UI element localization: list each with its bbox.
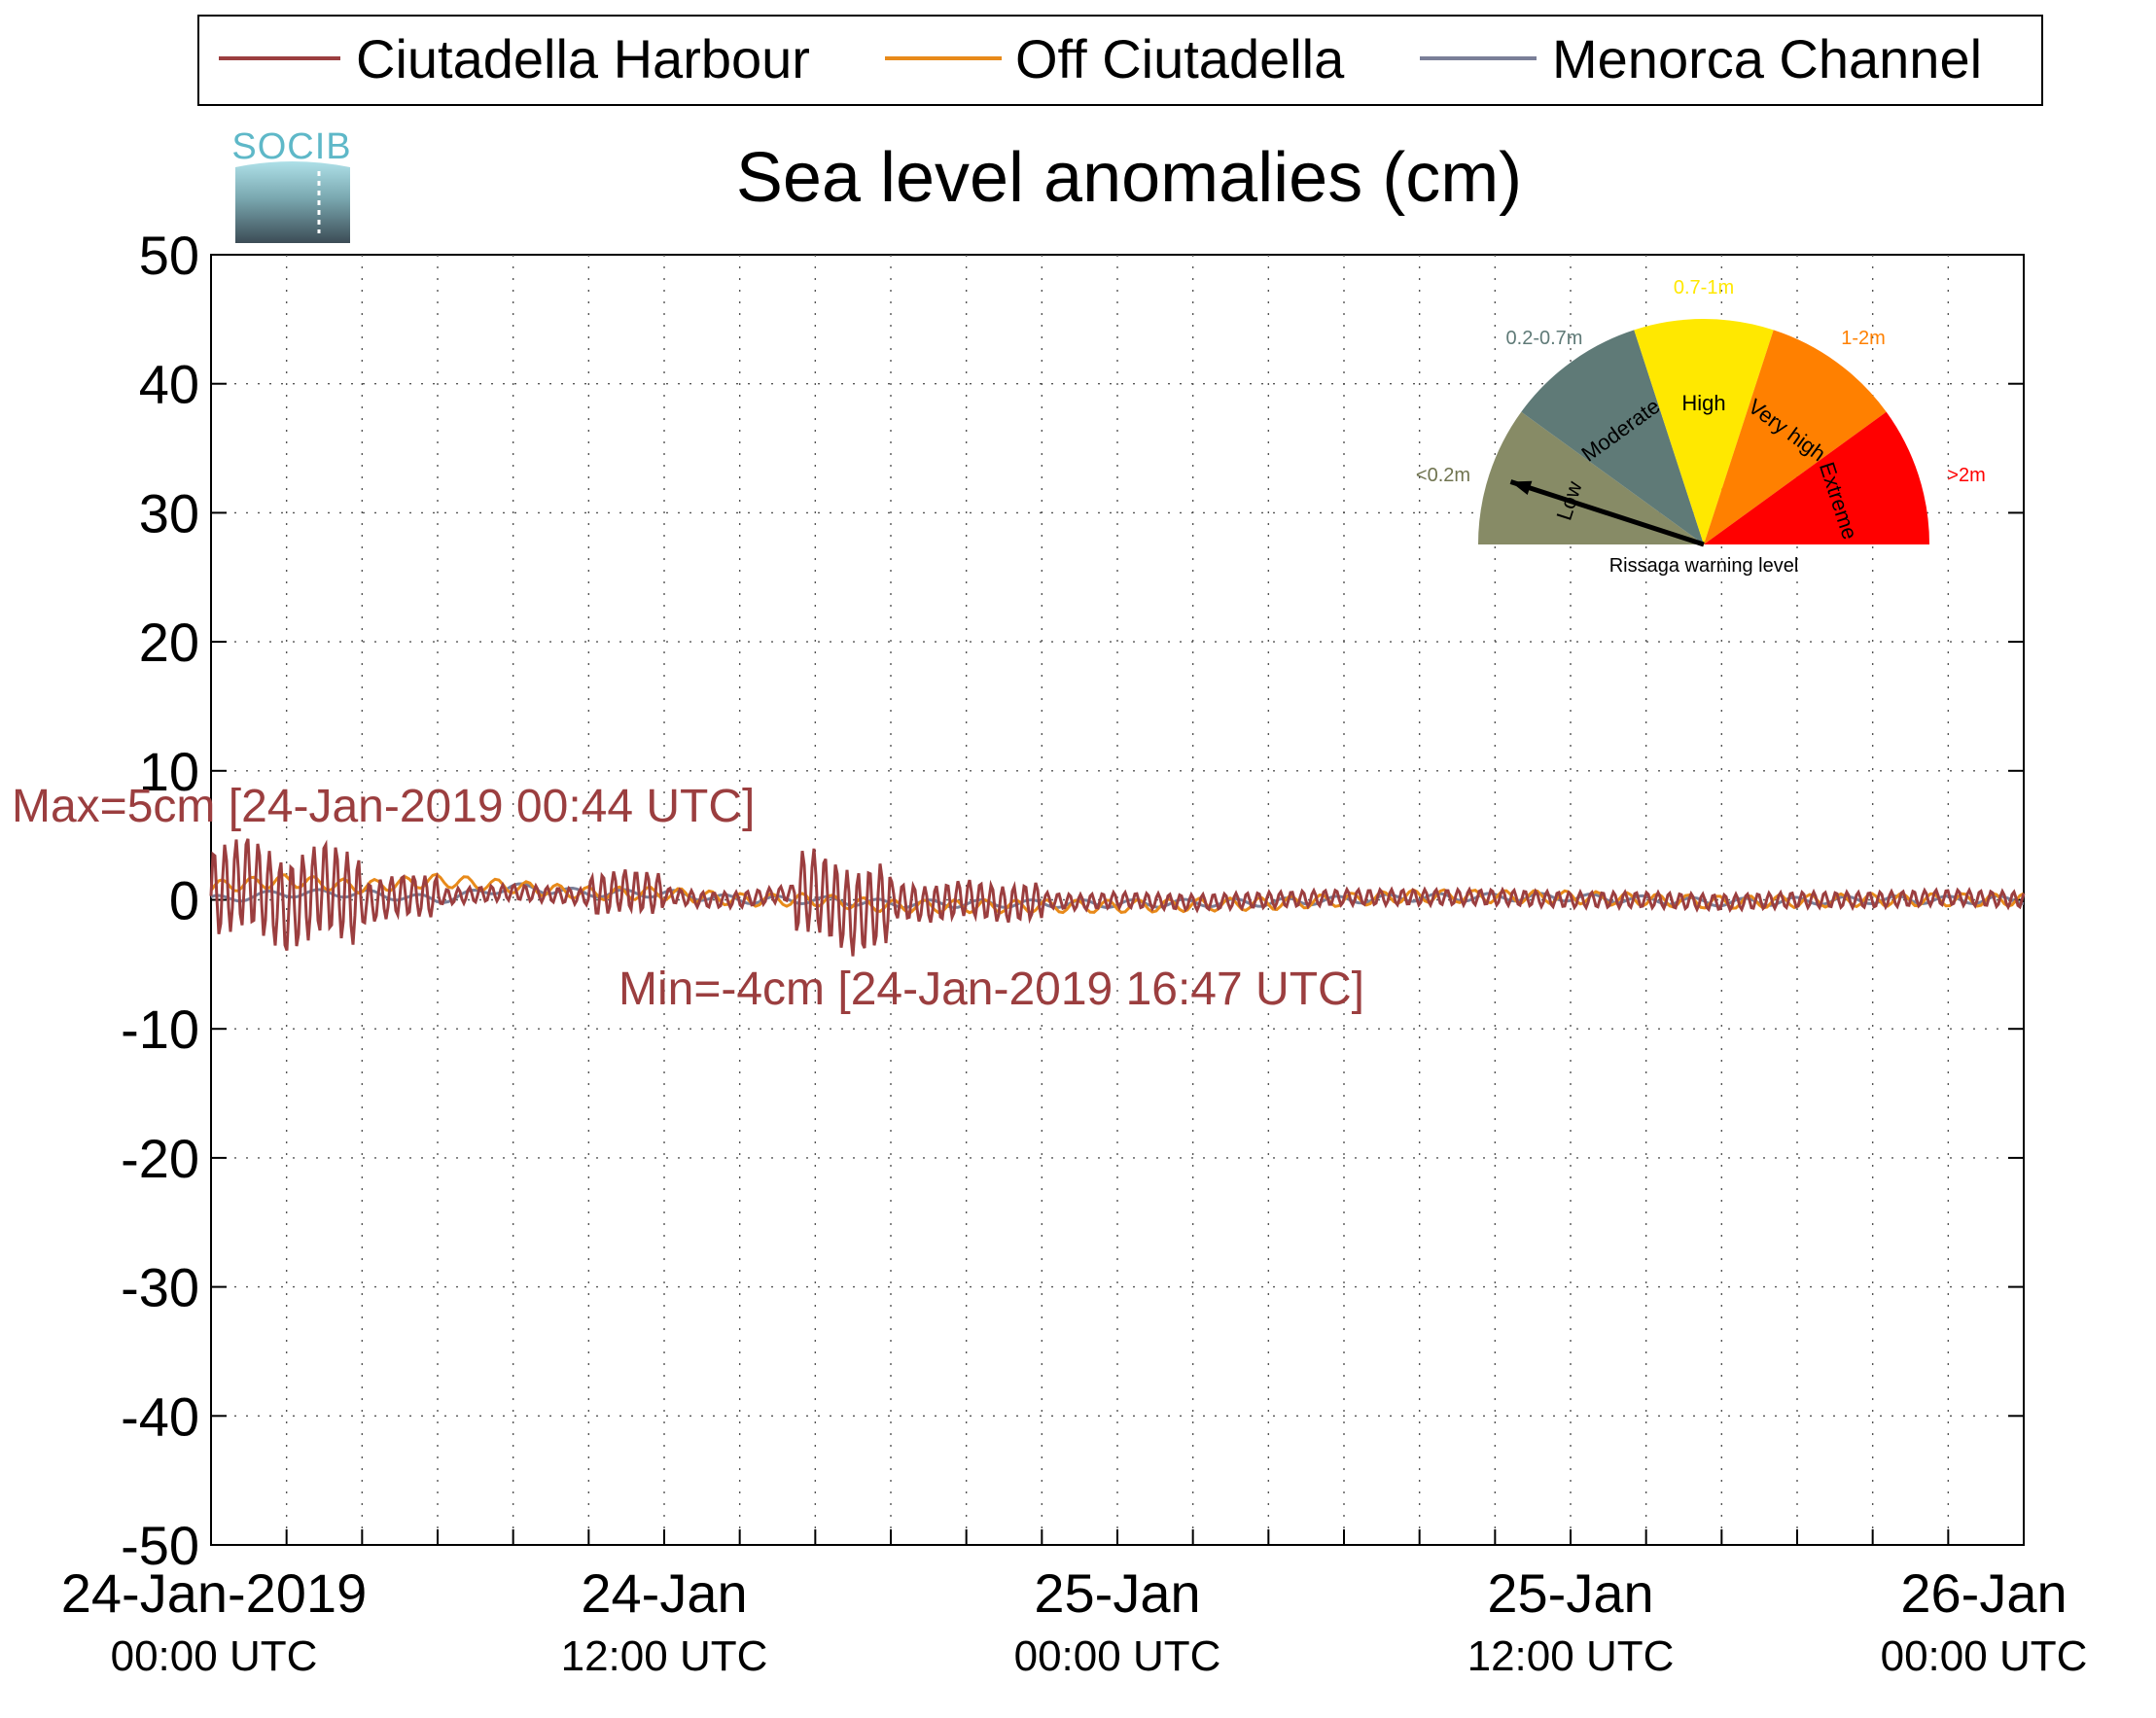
y-tick-label: 40 xyxy=(139,354,199,415)
x-tick-label-date: 24-Jan-2019 xyxy=(61,1562,367,1624)
gauge-caption: Rissaga warning level xyxy=(1609,555,1799,577)
series-line xyxy=(209,838,2026,957)
gauge-range-label: 1-2m xyxy=(1841,328,1886,349)
legend-label: Ciutadella Harbour xyxy=(356,28,810,89)
x-tick-label-date: 25-Jan xyxy=(1487,1562,1653,1624)
y-tick-label: -50 xyxy=(121,1515,199,1576)
gauge-range-label: 0.7-1m xyxy=(1674,277,1734,298)
gauge-range-label: 0.2-0.7m xyxy=(1506,328,1583,349)
x-tick-label-date: 24-Jan xyxy=(581,1562,747,1624)
logo-wave-icon xyxy=(235,161,350,243)
x-tick-label-time: 00:00 UTC xyxy=(111,1632,318,1680)
x-tick-label-date: 26-Jan xyxy=(1900,1562,2067,1624)
gauge-range-label: <0.2m xyxy=(1416,465,1470,486)
chart-title: Sea level anomalies (cm) xyxy=(736,139,1522,217)
y-tick-label: -40 xyxy=(121,1385,199,1447)
legend-label: Menorca Channel xyxy=(1552,28,1982,89)
y-tick-label: 50 xyxy=(139,225,199,286)
gauge-range-label: >2m xyxy=(1947,465,1985,486)
series-line xyxy=(209,872,2025,915)
plot-area: 50 40 30 20 10 0 -10 -20 -30 -40 -50 24-Jan-2019 00… xyxy=(12,225,2087,1680)
y-tick-label: 0 xyxy=(169,870,199,931)
socib-logo: SOCIB xyxy=(231,126,351,243)
gauge-needle xyxy=(1509,479,1705,547)
gauge-segment xyxy=(1704,411,1929,544)
x-tick-label-time: 00:00 UTC xyxy=(1014,1632,1221,1680)
gauge-segment xyxy=(1478,411,1704,544)
legend: Ciutadella Harbour Off Ciutadella Menorca … xyxy=(197,15,2043,106)
x-tick-label-time: 12:00 UTC xyxy=(561,1632,768,1680)
gauge-needle-arrow-icon xyxy=(1510,480,1533,495)
y-tick-label: -30 xyxy=(121,1257,199,1318)
y-tick-label: 20 xyxy=(139,612,199,673)
x-tick-label-time: 12:00 UTC xyxy=(1467,1632,1675,1680)
legend-label: Off Ciutadella xyxy=(1015,28,1345,89)
gauge-segment xyxy=(1521,330,1704,544)
y-tick-label: 30 xyxy=(139,482,199,543)
min-annotation: Min=-4cm [24-Jan-2019 16:47 UTC] xyxy=(619,964,1364,1015)
y-tick-label: -20 xyxy=(121,1128,199,1189)
max-annotation: Max=5cm [24-Jan-2019 00:44 UTC] xyxy=(12,781,755,832)
x-tick-label-date: 25-Jan xyxy=(1034,1562,1200,1624)
x-tick-label-time: 00:00 UTC xyxy=(1881,1632,2088,1680)
logo-text: SOCIB xyxy=(231,126,351,167)
legend-box xyxy=(197,15,2043,106)
y-tick-label: -10 xyxy=(121,999,199,1060)
y-tick-label: 10 xyxy=(139,741,199,802)
gauge-segment xyxy=(1704,330,1887,544)
gauge-segment xyxy=(1634,319,1774,544)
gauge-segment-label: High xyxy=(1681,391,1725,415)
